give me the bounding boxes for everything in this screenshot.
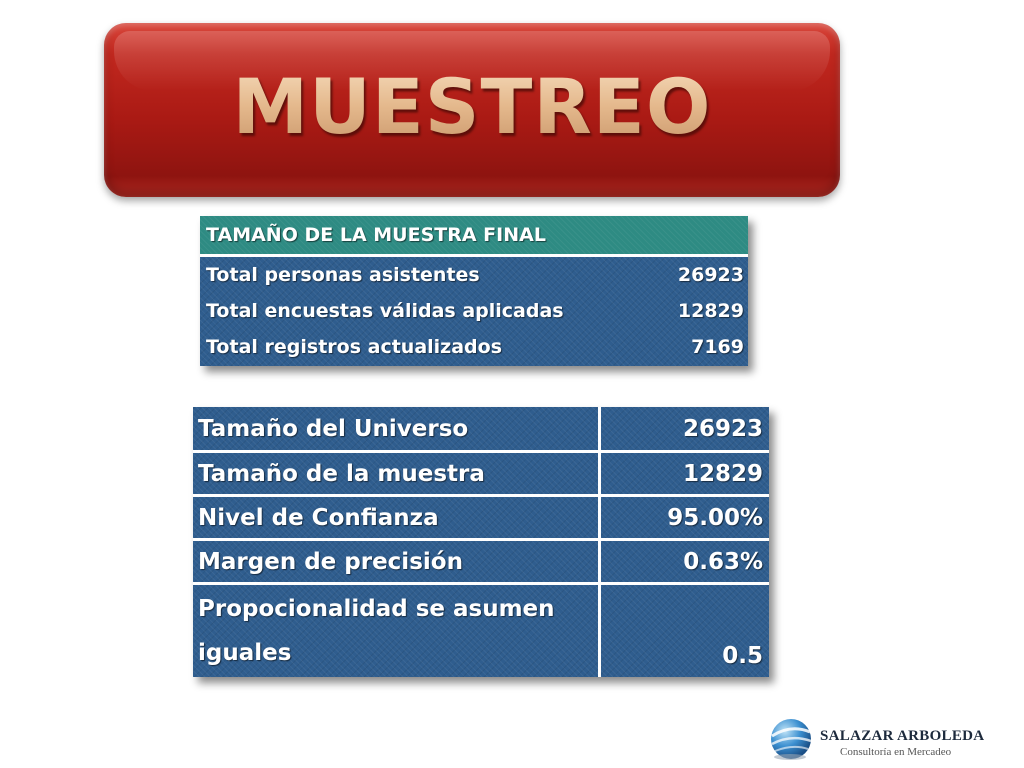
param-value: 12829 <box>601 453 769 494</box>
param-label-line: iguales <box>198 640 292 666</box>
param-label: Margen de precisión <box>193 541 598 582</box>
table-row: Total personas asistentes 26923 <box>206 257 744 293</box>
row-value: 12829 <box>677 300 744 322</box>
param-value: 26923 <box>601 407 769 450</box>
param-label: Nivel de Confianza <box>193 497 598 538</box>
param-label-multiline: Propocionalidad se asumen iguales <box>193 585 598 677</box>
row-value: 7169 <box>691 336 744 358</box>
row-label: Total registros actualizados <box>206 336 503 358</box>
company-logo: SALAZAR ARBOLEDA Consultoría en Mercadeo <box>768 714 988 764</box>
sample-size-table-body: Total personas asistentes 26923 Total en… <box>200 257 748 366</box>
sampling-parameters-table: Tamaño del Universo 26923 Tamaño de la m… <box>193 407 769 677</box>
row-value: 26923 <box>677 264 744 286</box>
sample-size-table-header: TAMAÑO DE LA MUESTRA FINAL <box>200 216 748 254</box>
param-label-line: Propocionalidad se asumen <box>198 596 555 622</box>
slide-title: MUESTREO <box>232 61 712 151</box>
globe-icon <box>771 719 812 760</box>
logo-name: SALAZAR ARBOLEDA <box>820 728 985 744</box>
row-label: Total personas asistentes <box>206 264 480 286</box>
param-value: 0.63% <box>601 541 769 582</box>
table-row: Total registros actualizados 7169 <box>206 329 744 365</box>
param-value: 0.5 <box>601 585 769 677</box>
logo-tagline: Consultoría en Mercadeo <box>840 746 952 758</box>
title-banner: MUESTREO <box>104 23 840 197</box>
sample-size-table: TAMAÑO DE LA MUESTRA FINAL Total persona… <box>200 216 748 366</box>
param-label: Tamaño de la muestra <box>193 453 598 494</box>
param-value: 95.00% <box>601 497 769 538</box>
table-row: Total encuestas válidas aplicadas 12829 <box>206 293 744 329</box>
param-label: Tamaño del Universo <box>193 407 598 450</box>
row-label: Total encuestas válidas aplicadas <box>206 300 564 322</box>
